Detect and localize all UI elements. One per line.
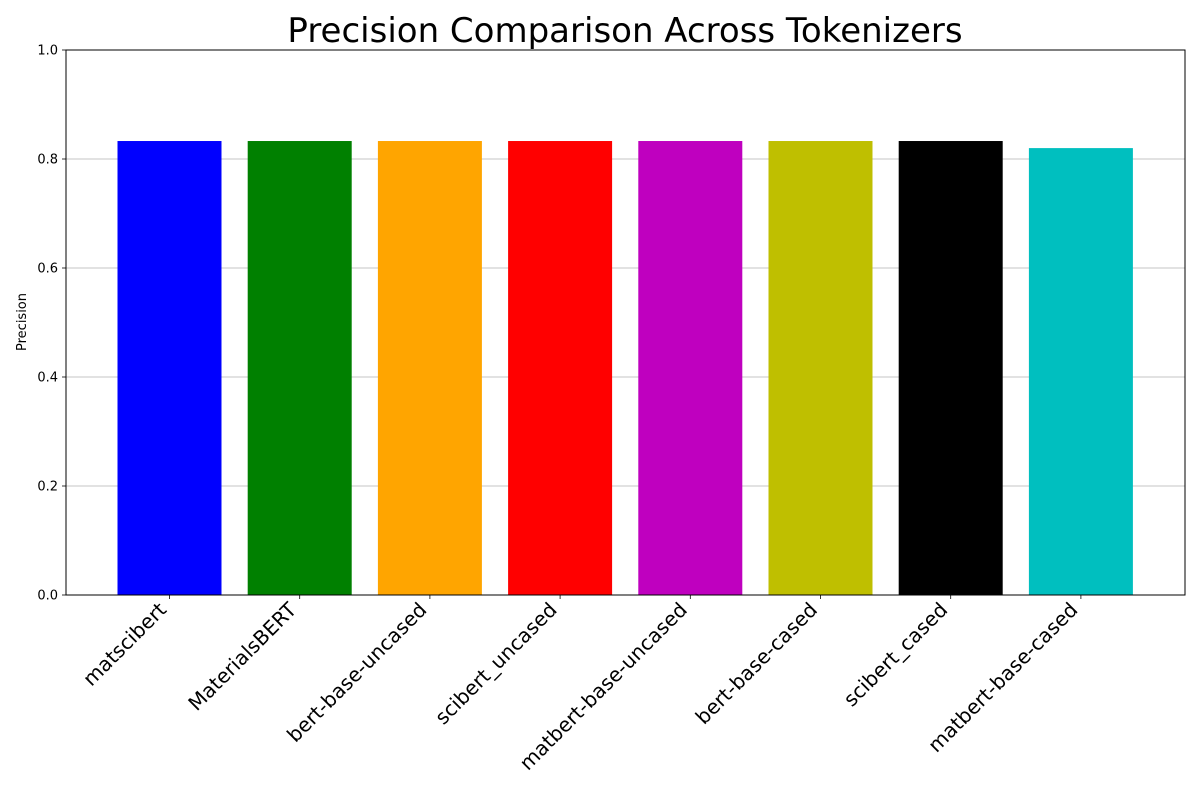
bar-matbert-base-cased (1028, 148, 1133, 595)
bar-bert-base-uncased (377, 141, 482, 595)
chart-title: Precision Comparison Across Tokenizers (287, 11, 962, 51)
bar-scibert_uncased (508, 141, 613, 595)
y-axis-ticks: 0.0 0.2 0.4 0.6 0.8 1.0 (37, 44, 66, 604)
y-axis-label: Precision (15, 293, 30, 351)
bar-bert-base-cased (768, 141, 873, 595)
bar-matscibert (117, 141, 222, 595)
bar-matbert-base-uncased (638, 141, 743, 595)
y-tick-label: 0.2 (37, 480, 58, 495)
y-tick-label: 0.0 (37, 589, 58, 604)
y-tick-label: 1.0 (37, 44, 58, 59)
bars (117, 141, 1133, 595)
y-tick-label: 0.8 (37, 153, 58, 168)
bar-MaterialsBERT (247, 141, 352, 595)
y-tick-label: 0.6 (37, 262, 58, 277)
y-tick-label: 0.4 (37, 371, 58, 386)
axes-frame (65, 49, 1186, 596)
bar-scibert_cased (898, 141, 1003, 595)
